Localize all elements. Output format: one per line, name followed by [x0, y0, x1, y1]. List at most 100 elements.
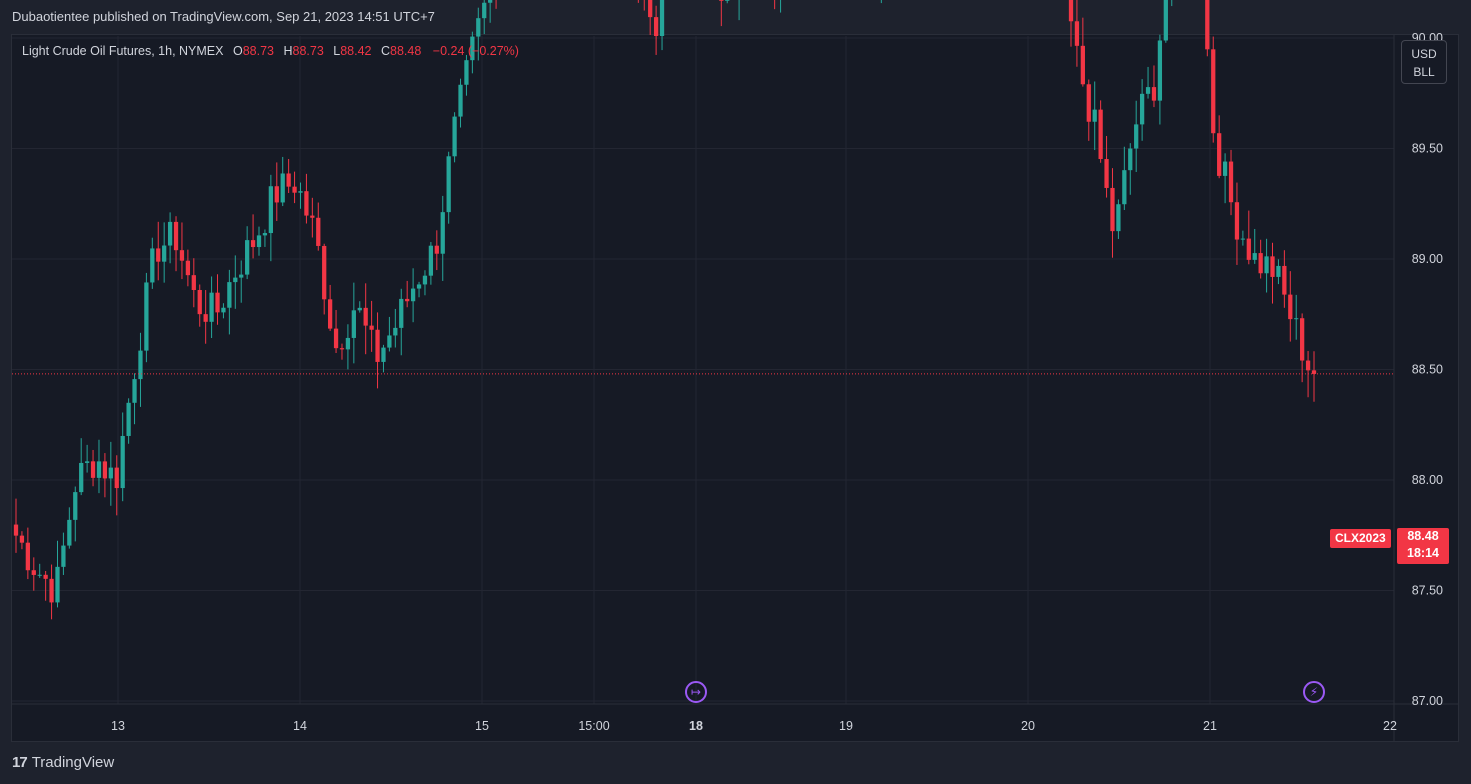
candle-body	[458, 84, 463, 117]
candle-body	[1288, 294, 1293, 320]
candle-body	[90, 461, 96, 478]
candle-body	[73, 492, 78, 520]
candle-body	[167, 221, 173, 246]
candle-body	[1246, 238, 1251, 260]
candle-body	[120, 435, 125, 489]
candle-body	[209, 292, 214, 322]
candle-body	[227, 282, 232, 308]
candle-body	[256, 235, 262, 248]
candle-body	[1211, 49, 1216, 134]
candle-body	[156, 248, 161, 262]
candle-body	[1104, 159, 1109, 188]
candle-body	[233, 277, 238, 283]
x-tick-label: 13	[111, 719, 125, 733]
candle-body	[648, 0, 653, 18]
lightning-icon[interactable]: ⚡	[1303, 681, 1325, 703]
candle-body	[327, 299, 333, 329]
price-axis: 87.0087.5088.0088.5089.0089.5090.0090.50…	[1412, 31, 1443, 708]
candle-body	[150, 248, 155, 283]
y-tick-label: 89.50	[1412, 142, 1443, 156]
y-tick-label: 89.00	[1412, 252, 1443, 266]
candle-body	[470, 36, 475, 61]
candle-body	[1305, 360, 1311, 371]
candle-body	[1092, 109, 1097, 122]
candle-body	[55, 566, 60, 603]
candle-body	[416, 284, 422, 289]
candle-body	[345, 337, 351, 350]
candle-body	[428, 245, 434, 276]
x-tick-label: 22	[1383, 719, 1397, 733]
candle-body	[1258, 253, 1263, 274]
chart-grid	[12, 35, 1458, 741]
candle-body	[138, 350, 143, 380]
candle-body	[1163, 0, 1168, 41]
currency-unit-button[interactable]: USD BLL	[1401, 40, 1447, 84]
candle-body	[162, 245, 167, 262]
legend-close-value: 88.48	[390, 44, 422, 58]
footer	[0, 742, 1471, 784]
candle-body	[1300, 318, 1305, 361]
candle-body	[108, 467, 113, 479]
y-tick-label: 88.50	[1412, 363, 1443, 377]
x-tick-label: 19	[839, 719, 853, 733]
candle-body	[1311, 370, 1317, 374]
candle-body	[1270, 256, 1275, 277]
dividend-arrow-icon[interactable]: ↦	[685, 681, 707, 703]
brand[interactable]: 17 TradingView	[12, 754, 114, 771]
x-tick-label: 20	[1021, 719, 1035, 733]
time-axis: 13 14 15 15:00 18 19 20 21 22	[111, 719, 1397, 733]
candle-body	[79, 462, 84, 493]
brand-name: TradingView	[31, 754, 115, 771]
candle-body	[375, 329, 380, 362]
candle-body	[322, 245, 327, 300]
candle-body	[185, 260, 191, 276]
candle-body	[482, 2, 487, 19]
x-tick-label: 15:00	[578, 719, 609, 733]
candle-body	[1228, 161, 1234, 203]
candle-body	[262, 233, 268, 236]
currency-line: USD	[1411, 47, 1437, 61]
candle-body	[369, 325, 374, 330]
last-price-value: 88.48	[1407, 529, 1439, 543]
candles	[13, 0, 1317, 620]
candle-body	[393, 327, 398, 336]
candle-body	[351, 310, 356, 338]
candle-body	[203, 314, 208, 322]
candle-body	[132, 379, 137, 403]
chart-legend: Light Crude Oil Futures, 1h, NYMEX O88.7…	[22, 44, 519, 58]
candle-body	[1240, 238, 1246, 240]
candle-body	[387, 335, 392, 348]
candle-body	[43, 574, 48, 579]
candle-body	[381, 347, 386, 362]
candle-body	[405, 298, 410, 302]
tradingview-logo-icon: 17	[12, 754, 28, 771]
legend-low-label: L	[333, 44, 341, 58]
unit-line: BLL	[1413, 65, 1435, 79]
candle-body	[422, 275, 428, 285]
candle-body	[84, 461, 90, 463]
candle-body	[191, 275, 196, 291]
publisher-text: Dubaotientee published on TradingView.co…	[12, 9, 435, 24]
candle-body	[1294, 318, 1299, 320]
candle-body	[144, 282, 149, 351]
candle-body	[1086, 84, 1091, 122]
candle-body	[221, 307, 226, 313]
candle-body	[1080, 45, 1085, 85]
candle-body	[446, 156, 451, 213]
candle-body	[274, 186, 279, 203]
candle-body	[298, 191, 303, 193]
legend-symbol: Light Crude Oil Futures, 1h, NYMEX	[22, 44, 224, 58]
candle-body	[19, 535, 25, 543]
candle-body	[179, 250, 185, 261]
candle-body	[126, 402, 131, 436]
candle-body	[719, 0, 724, 1]
candle-body	[1134, 124, 1139, 149]
candle-body	[410, 288, 416, 302]
y-tick-label: 87.00	[1412, 694, 1443, 708]
candle-body	[49, 578, 54, 603]
candle-body	[399, 298, 404, 328]
x-tick-label: 15	[475, 719, 489, 733]
x-tick-label: 18	[689, 719, 703, 733]
candle-body	[102, 461, 108, 479]
